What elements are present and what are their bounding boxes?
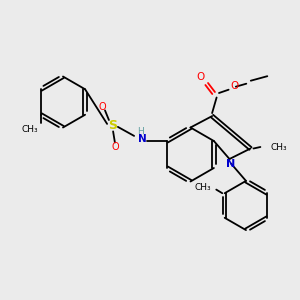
Text: O: O — [98, 102, 106, 112]
Text: S: S — [108, 119, 117, 132]
Text: N: N — [138, 134, 147, 145]
Text: O: O — [196, 72, 205, 82]
Text: CH₃: CH₃ — [195, 183, 212, 192]
Text: CH₃: CH₃ — [271, 142, 287, 152]
Text: O: O — [112, 142, 119, 152]
Text: CH₃: CH₃ — [21, 124, 38, 134]
Text: N: N — [226, 159, 236, 169]
Text: H: H — [137, 127, 143, 136]
Text: O: O — [230, 80, 239, 91]
